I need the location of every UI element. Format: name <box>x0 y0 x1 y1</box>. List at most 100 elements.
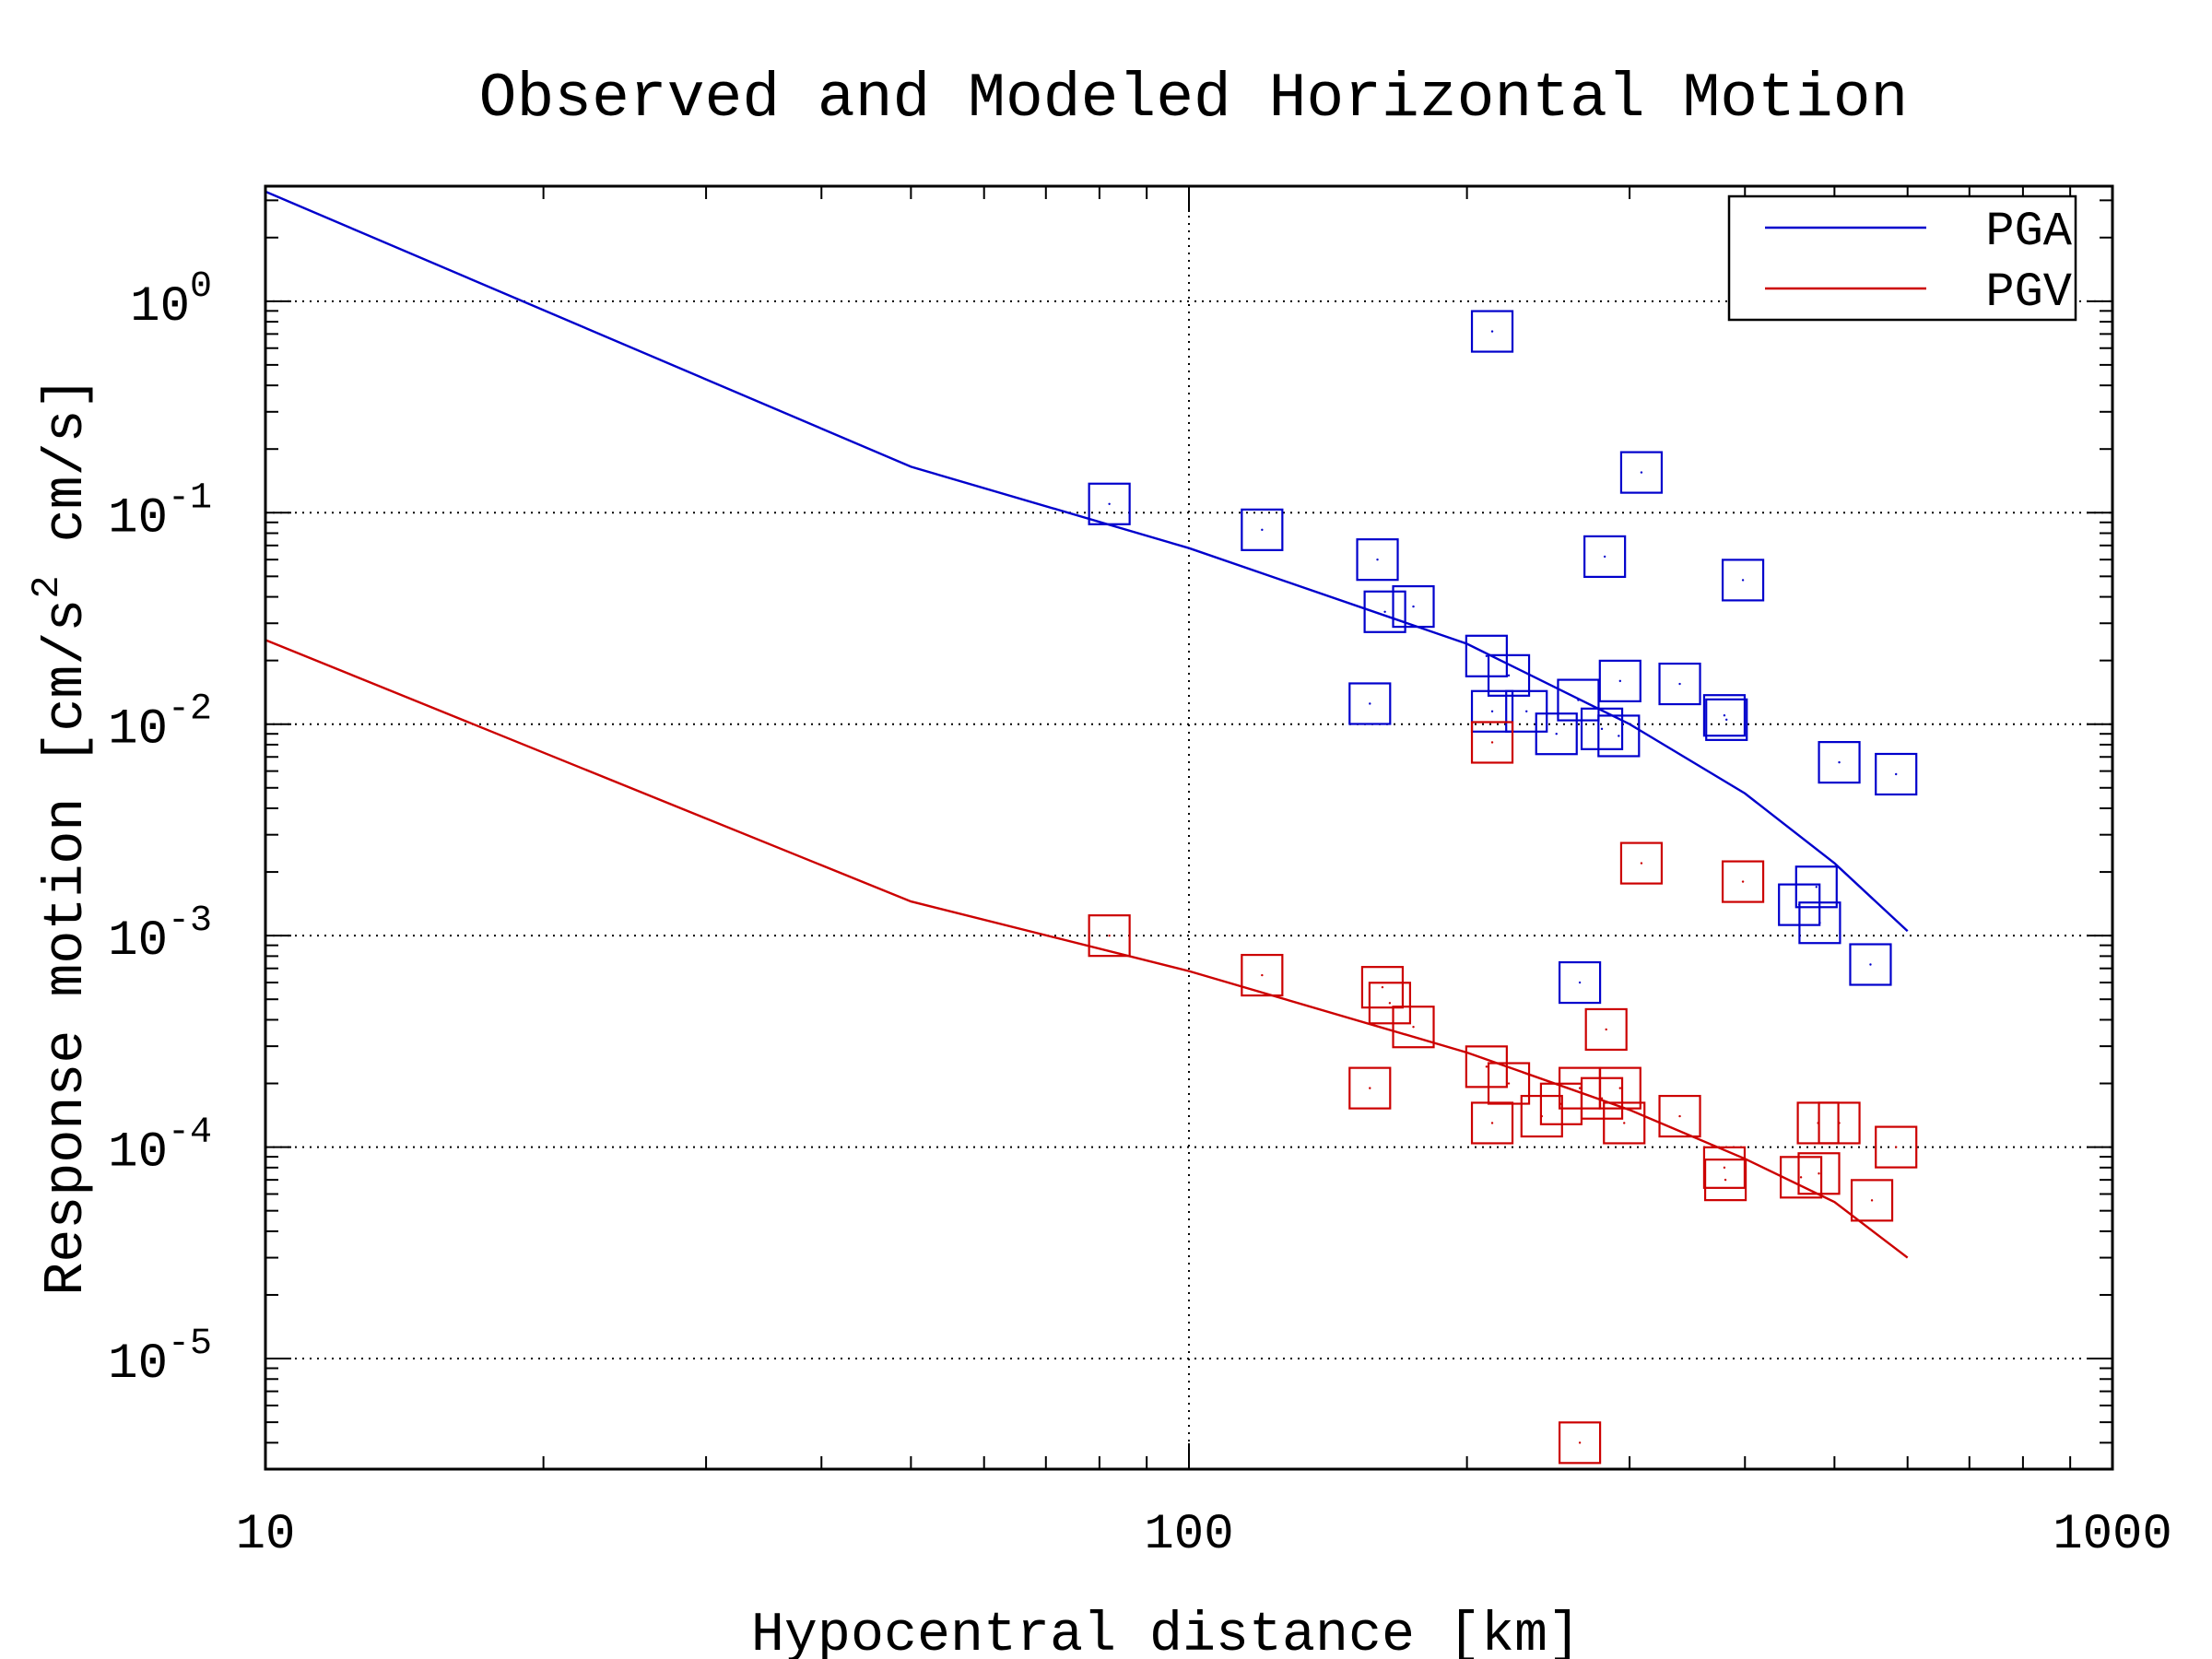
pgv-observed-point-center <box>1412 1026 1415 1029</box>
pgv-observed-point <box>1470 721 1514 764</box>
pgv-observed-point <box>1558 1421 1602 1465</box>
pgv-observed-point <box>1818 1101 1861 1145</box>
pga-observed-point-center <box>1741 579 1745 582</box>
grid <box>265 186 2112 1469</box>
pga-observed-point-center <box>1108 502 1111 505</box>
pga-observed-point-center <box>1618 679 1622 683</box>
pgv-observed-point-center <box>1600 1097 1604 1100</box>
pgv-observed-point <box>1088 914 1131 958</box>
pga-observed-point <box>1505 689 1548 733</box>
pgv-observed-point-center <box>1838 1122 1841 1124</box>
pga-observed-point-center <box>1723 714 1726 717</box>
chart-title: Observed and Modeled Horizontal Motion <box>479 64 1909 135</box>
pga-observed-point <box>1721 559 1765 602</box>
pga-observed-point <box>1348 682 1392 725</box>
pga-observed-point <box>1705 698 1748 741</box>
pgv-observed-point <box>1779 1156 1823 1199</box>
pga-observed-point-center <box>1412 605 1415 608</box>
pga-observed-point-center <box>1600 727 1604 731</box>
y-axis-label: Response motion [cm/s2 cm/s] <box>25 376 99 1295</box>
pgv-observed-point-center <box>1799 1176 1803 1179</box>
pgv-observed-point <box>1703 1159 1747 1202</box>
pga-model-line <box>265 190 1909 933</box>
pga-observed-point <box>1580 707 1624 750</box>
pga-observed-point-center <box>1555 733 1558 735</box>
pgv-observed-point-center <box>1261 973 1264 977</box>
pga-observed-point-center <box>1383 610 1386 613</box>
pga-observed-point <box>1597 714 1641 758</box>
pgv-observed-point-center <box>1895 1146 1898 1148</box>
pgv-observed-point-center <box>1724 1178 1727 1182</box>
pgv-observed-point <box>1603 1101 1646 1145</box>
pgv-observed-point-center <box>1490 741 1494 744</box>
pga-observed-point <box>1583 535 1627 579</box>
pgv-observed-point <box>1348 1066 1392 1110</box>
x-tick-labels: 10 100 1000 <box>236 1507 2172 1563</box>
pga-observed-point-center <box>1490 330 1494 333</box>
pgv-observed-point-center <box>1559 1102 1563 1105</box>
pga-observed-point <box>1557 678 1600 722</box>
pgv-model-line <box>265 639 1909 1259</box>
pga-observed-point <box>1875 752 1918 796</box>
legend-pgv-label: PGV <box>1985 265 2072 320</box>
pga-observed-point-center <box>1376 558 1379 561</box>
pga-observed-point-center <box>1678 682 1681 686</box>
pga-observed-point <box>1702 694 1747 737</box>
pgv-observed-point-center <box>1507 1082 1511 1085</box>
pgv-observed-point <box>1850 1179 1894 1222</box>
pgv-observed-point <box>1368 982 1412 1025</box>
pgv-observed-point <box>1241 953 1284 997</box>
pga-observed-point <box>1363 590 1406 633</box>
pga-observed-point <box>1470 310 1514 353</box>
pgv-observed-point <box>1360 966 1405 1009</box>
pga-observed-point <box>1356 538 1399 582</box>
pga-observed-point-center <box>1603 555 1606 559</box>
pgv-observed-point-center <box>1578 1087 1582 1089</box>
pgv-observed-point-center <box>1618 1087 1622 1089</box>
pga-observed-point-center <box>1640 471 1643 474</box>
pgv-observed-point <box>1470 1101 1514 1145</box>
pga-observed-point-center <box>1618 735 1620 737</box>
pgv-observed-point-center <box>1640 862 1643 865</box>
pgv-observed-point-center <box>1723 1166 1726 1170</box>
pgv-observed-point <box>1658 1094 1701 1138</box>
pgv-observed-point-center <box>1369 1087 1371 1089</box>
pgv-observed-point <box>1598 1066 1641 1110</box>
pga-observed-point <box>1088 482 1131 525</box>
pga-observed-point-center <box>1895 772 1898 776</box>
x-tick-label: 10 <box>236 1507 296 1563</box>
pga-observed-point-center <box>1838 760 1841 764</box>
pga-observed-point-center <box>1818 922 1821 924</box>
y-tick-labels: 100 10-1 10-2 10-3 10-4 10-5 <box>108 266 212 1393</box>
pgv-observed-point-center <box>1818 1172 1820 1175</box>
y-tick-label: 10-1 <box>108 477 212 547</box>
pgv-observed-point-center <box>1108 934 1111 937</box>
pgv-observed-point <box>1875 1125 1918 1169</box>
pga-observed-point <box>1849 943 1892 986</box>
pgv-observed-point-center <box>1741 880 1745 883</box>
legend: PGA PGV <box>1727 194 2077 322</box>
pga-observed-point-center <box>1261 528 1264 532</box>
plot-frame <box>264 184 2114 1471</box>
pga-observed-point <box>1818 741 1861 784</box>
pgv-observed-point <box>1797 1152 1841 1195</box>
pga-observed-point-center <box>1525 710 1528 712</box>
pga-observed-point-center <box>1507 674 1511 677</box>
pga-observed-point-center <box>1578 981 1582 984</box>
pgv-observed-point-center <box>1490 1122 1494 1124</box>
pga-observed-point <box>1798 901 1841 945</box>
pga-observed-point <box>1470 689 1514 733</box>
pgv-observed-point <box>1721 860 1765 903</box>
pga-observed-point <box>1558 960 1602 1005</box>
pga-observed-point <box>1241 508 1284 551</box>
pgv-observed-point <box>1392 1006 1435 1049</box>
y-axis-label-prefix: Response motion [cm/s <box>36 599 99 1296</box>
pga-observed-point-center <box>1869 963 1872 966</box>
pgv-observed-point-center <box>1605 1028 1607 1031</box>
pgv-observed-point-center <box>1870 1199 1874 1202</box>
pgv-observed-point <box>1619 841 1664 885</box>
pgv-observed-point-center <box>1381 985 1384 989</box>
pgv-observed-point <box>1465 1045 1508 1088</box>
y-tick-label: 10-5 <box>108 1324 212 1393</box>
